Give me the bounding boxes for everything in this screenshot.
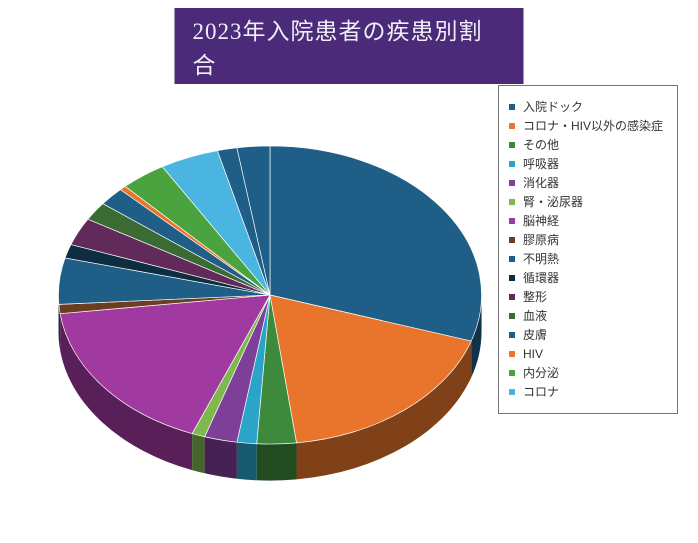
legend-marker bbox=[509, 275, 515, 281]
legend-marker bbox=[509, 351, 515, 357]
legend-marker bbox=[509, 313, 515, 319]
legend-label: HIV bbox=[523, 348, 543, 360]
legend-item: 入院ドック bbox=[509, 101, 663, 113]
legend: 入院ドックコロナ・HIV以外の感染症その他呼吸器消化器腎・泌尿器脳神経膠原病不明… bbox=[498, 85, 678, 414]
legend-item: 循環器 bbox=[509, 272, 663, 284]
legend-marker bbox=[509, 237, 515, 243]
legend-marker bbox=[509, 161, 515, 167]
legend-marker bbox=[509, 180, 515, 186]
legend-label: コロナ bbox=[523, 386, 559, 398]
legend-item: HIV bbox=[509, 348, 663, 360]
legend-marker bbox=[509, 389, 515, 395]
legend-label: 腎・泌尿器 bbox=[523, 196, 583, 208]
legend-label: 血液 bbox=[523, 310, 547, 322]
pie-side bbox=[205, 437, 237, 479]
pie-side bbox=[192, 434, 205, 474]
legend-label: 消化器 bbox=[523, 177, 559, 189]
legend-item: 脳神経 bbox=[509, 215, 663, 227]
pie-svg bbox=[20, 70, 520, 520]
legend-item: 不明熱 bbox=[509, 253, 663, 265]
legend-item: 内分泌 bbox=[509, 367, 663, 379]
pie-side bbox=[237, 442, 257, 480]
legend-label: 内分泌 bbox=[523, 367, 559, 379]
legend-marker bbox=[509, 294, 515, 300]
legend-item: その他 bbox=[509, 139, 663, 151]
legend-label: 不明熱 bbox=[523, 253, 559, 265]
legend-label: 循環器 bbox=[523, 272, 559, 284]
legend-item: 整形 bbox=[509, 291, 663, 303]
legend-marker bbox=[509, 218, 515, 224]
legend-item: 血液 bbox=[509, 310, 663, 322]
legend-marker bbox=[509, 370, 515, 376]
legend-label: その他 bbox=[523, 139, 559, 151]
legend-marker bbox=[509, 104, 515, 110]
legend-item: 腎・泌尿器 bbox=[509, 196, 663, 208]
legend-label: 膠原病 bbox=[523, 234, 559, 246]
legend-label: 呼吸器 bbox=[523, 158, 559, 170]
legend-item: コロナ bbox=[509, 386, 663, 398]
legend-label: コロナ・HIV以外の感染症 bbox=[523, 120, 663, 132]
legend-label: 脳神経 bbox=[523, 215, 559, 227]
legend-label: 整形 bbox=[523, 291, 547, 303]
legend-item: 消化器 bbox=[509, 177, 663, 189]
pie-side bbox=[257, 443, 297, 481]
pie-chart bbox=[20, 70, 520, 520]
legend-item: 膠原病 bbox=[509, 234, 663, 246]
chart-container: 2023年入院患者の疾患別割合 入院ドックコロナ・HIV以外の感染症その他呼吸器… bbox=[0, 0, 698, 543]
legend-marker bbox=[509, 256, 515, 262]
legend-item: コロナ・HIV以外の感染症 bbox=[509, 120, 663, 132]
legend-label: 皮膚 bbox=[523, 329, 547, 341]
legend-marker bbox=[509, 332, 515, 338]
legend-marker bbox=[509, 199, 515, 205]
legend-marker bbox=[509, 142, 515, 148]
legend-item: 呼吸器 bbox=[509, 158, 663, 170]
legend-marker bbox=[509, 123, 515, 129]
legend-label: 入院ドック bbox=[523, 101, 583, 113]
legend-item: 皮膚 bbox=[509, 329, 663, 341]
